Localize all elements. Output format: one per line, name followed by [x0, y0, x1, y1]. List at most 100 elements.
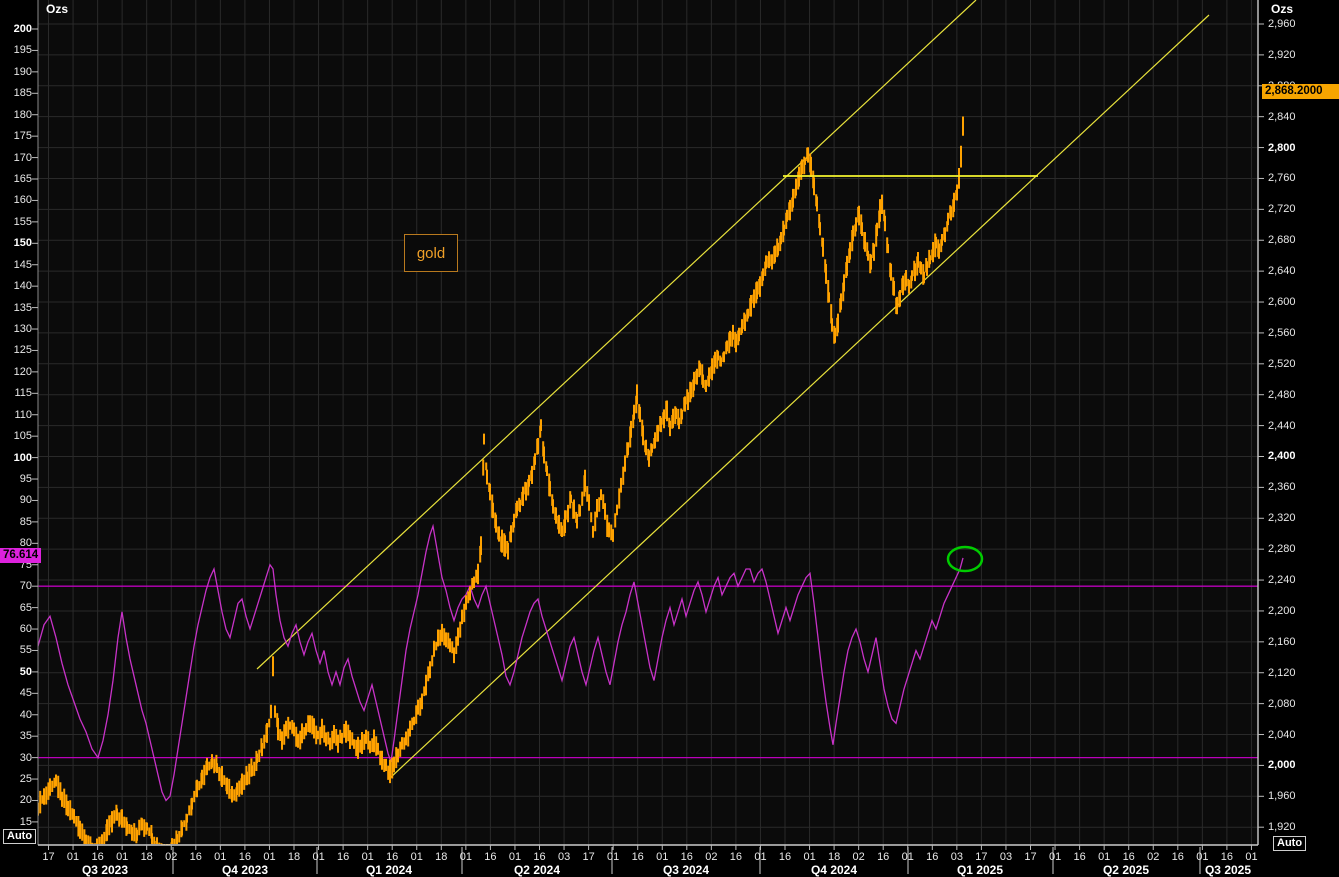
x-axis-tick-label: 18: [827, 851, 841, 863]
x-axis-tick-label: 01: [116, 851, 129, 863]
x-axis-tick-label: 02: [705, 851, 718, 863]
right-axis-tick-label: 2,800: [1268, 142, 1296, 154]
x-axis-tick-label: 16: [1171, 851, 1184, 863]
x-axis-tick-label: 16: [1122, 851, 1135, 863]
quarter-label: Q1 2024: [365, 863, 413, 877]
right-axis-tick-label: 1,960: [1268, 790, 1296, 802]
left-axis-tick-label: 120: [13, 366, 32, 378]
right-axis-tick-label: 2,440: [1268, 420, 1296, 432]
x-axis-tick-label: 03: [557, 851, 571, 863]
left-axis-tick-label: 25: [19, 773, 32, 785]
left-axis-tick-label: 40: [19, 709, 32, 721]
right-axis-tick-label: 2,760: [1268, 172, 1296, 184]
x-axis-tick-label: 18: [287, 851, 301, 863]
x-axis-tick-label: 16: [1073, 851, 1086, 863]
right-axis-tick-label: 2,480: [1268, 389, 1296, 401]
left-axis-tick-label: 95: [19, 473, 32, 485]
left-axis-tick-label: 180: [13, 109, 32, 121]
left-axis-tick-label: 175: [13, 130, 32, 142]
x-axis-tick-label: 01: [361, 851, 374, 863]
left-axis-tick-label: 105: [13, 430, 32, 442]
x-axis-tick-label: 03: [999, 851, 1013, 863]
left-axis-tick-label: 150: [13, 237, 32, 249]
right-axis-tick-label: 2,200: [1268, 605, 1296, 617]
right-axis-tick-label: 2,040: [1268, 729, 1296, 741]
left-axis-tick-label: 20: [19, 794, 32, 806]
right-axis-title: Ozs: [1271, 2, 1294, 16]
right-axis-tick-label: 1,920: [1268, 821, 1296, 833]
x-axis-tick-label: 01: [754, 851, 767, 863]
left-axis-tick-label: 200: [13, 23, 32, 35]
left-axis-tick-label: 145: [13, 259, 32, 271]
left-axis-tick-label: 195: [13, 44, 32, 56]
x-axis-tick-label: 01: [1196, 851, 1209, 863]
left-axis-tick-label: 135: [13, 302, 32, 314]
x-axis-tick-label: 18: [140, 851, 153, 863]
right-axis-tick-label: 2,600: [1268, 296, 1296, 308]
left-axis-tick-label: 50: [19, 666, 32, 678]
left-axis-tick-label: 185: [13, 87, 32, 99]
left-axis-tick-label: 35: [19, 730, 32, 742]
left-axis-tick-label: 55: [19, 644, 32, 656]
x-axis-tick-label: 01: [901, 851, 914, 863]
left-axis-tick-label: 130: [13, 323, 32, 335]
quarter-label: Q2 2025: [1102, 863, 1150, 877]
x-axis-tick-label: 01: [214, 851, 227, 863]
x-axis-tick-label: 16: [1220, 851, 1234, 863]
right-axis-tick-label: 2,400: [1268, 450, 1296, 462]
quarter-label: Q4 2023: [221, 863, 269, 877]
quarter-label: Q3 2025: [1204, 863, 1252, 877]
right-axis-tick-label: 2,360: [1268, 481, 1296, 493]
left-axis-tick-label: 155: [13, 216, 32, 228]
x-axis-tick-label: 01: [410, 851, 423, 863]
x-axis-tick-label: 17: [975, 851, 988, 863]
left-axis-tick-label: 190: [13, 66, 32, 78]
x-axis-tick-label: 03: [950, 851, 964, 863]
trendline-channel-lower: [389, 14, 1210, 779]
x-axis-tick-label: 16: [189, 851, 202, 863]
x-axis-tick-label: 01: [1245, 851, 1258, 863]
left-axis-tick-label: 65: [19, 602, 32, 614]
right-axis-tick-label: 2,960: [1268, 18, 1296, 30]
x-axis-tick-label: 16: [926, 851, 939, 863]
x-axis-tick-label: 01: [803, 851, 816, 863]
x-axis-tick-label: 01: [263, 851, 276, 863]
x-axis-tick-label: 16: [631, 851, 644, 863]
gold-price-series: [38, 116, 964, 845]
last-indicator-value-badge: 76.614: [0, 548, 41, 563]
left-axis-tick-label: 125: [13, 344, 32, 356]
last-price-badge: 2,868.2000: [1262, 84, 1339, 99]
series-annotation-label[interactable]: gold: [404, 234, 458, 272]
left-axis-tick-label: 110: [14, 409, 32, 421]
right-axis-autoscale-button[interactable]: Auto: [1273, 836, 1307, 851]
right-axis-tick-label: 2,680: [1268, 234, 1296, 246]
x-axis-tick-label: 02: [165, 851, 178, 863]
left-axis-title: Ozs: [46, 2, 69, 16]
quarter-label: Q3 2023: [81, 863, 129, 877]
x-axis-tick-label: 16: [533, 851, 546, 863]
left-axis-tick-label: 100: [13, 452, 32, 464]
right-axis-tick-label: 2,560: [1268, 327, 1296, 339]
x-axis-tick-label: 01: [66, 851, 80, 863]
highlight-ellipse[interactable]: [946, 545, 984, 573]
left-axis-tick-label: 160: [13, 194, 32, 206]
plot-background: [38, 0, 1258, 845]
x-axis-tick-label: 01: [508, 851, 522, 863]
x-axis-tick-label: 01: [606, 851, 620, 863]
x-axis-tick-label: 16: [386, 851, 399, 863]
right-axis-tick-label: 2,520: [1268, 358, 1296, 370]
x-axis-tick-label: 01: [1048, 851, 1062, 863]
right-axis-tick-label: 2,640: [1268, 265, 1296, 277]
x-axis-tick-label: 16: [484, 851, 497, 863]
left-axis-tick-label: 165: [13, 173, 32, 185]
x-axis-tick-label: 18: [435, 851, 448, 863]
quarter-label: Q2 2024: [513, 863, 561, 877]
x-axis-tick-label: 01: [656, 851, 669, 863]
right-axis-tick-label: 2,280: [1268, 543, 1296, 555]
x-axis-tick-label: 16: [238, 851, 252, 863]
right-axis-tick-label: 2,080: [1268, 698, 1296, 710]
x-axis-tick-label: 16: [91, 851, 104, 863]
left-axis-tick-label: 70: [19, 580, 32, 592]
left-axis-autoscale-button[interactable]: Auto: [3, 829, 37, 844]
